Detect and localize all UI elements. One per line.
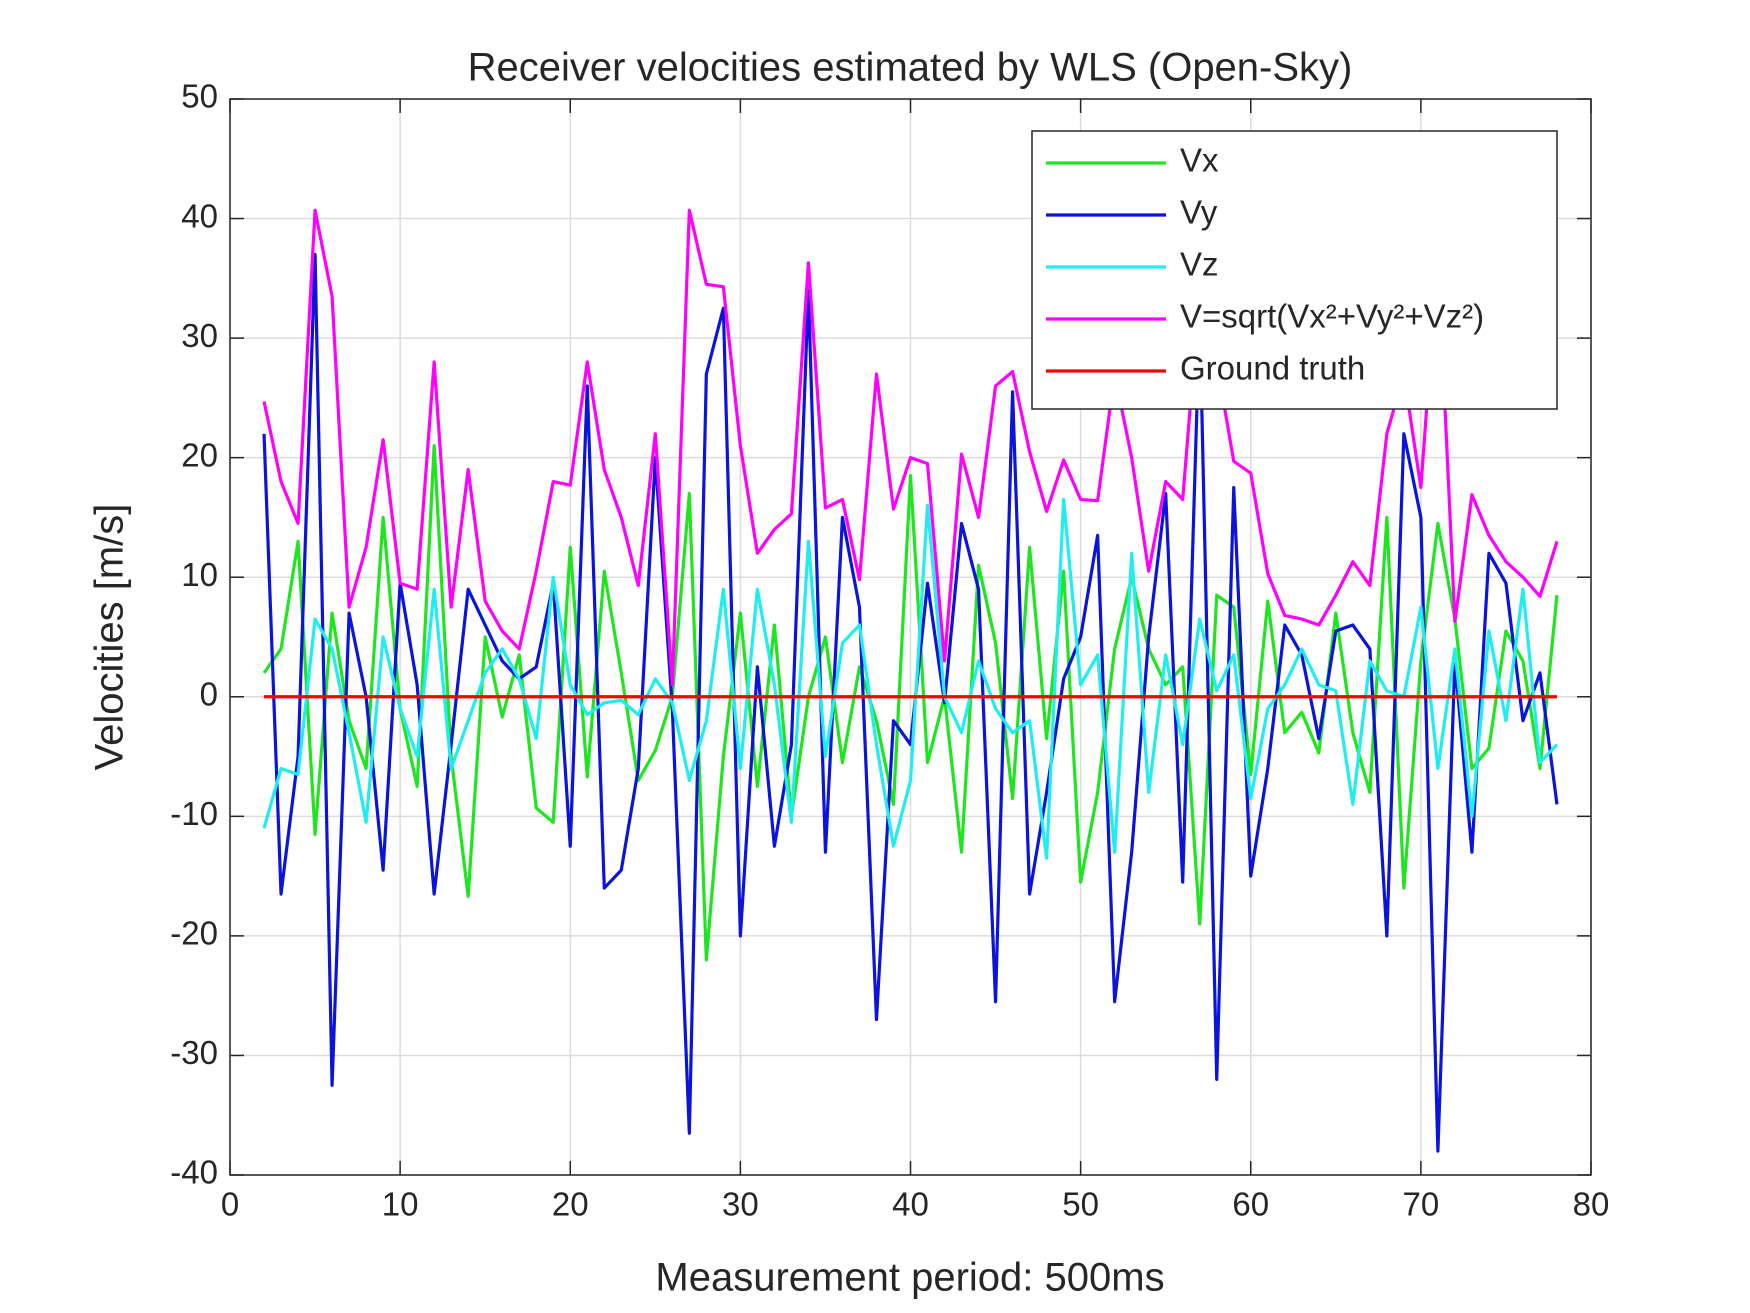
series-line (262, 252, 1559, 1153)
y-tick-label: 30 (181, 317, 218, 354)
series-line (262, 208, 1559, 687)
y-tick-label: -10 (170, 795, 218, 832)
legend-box (1031, 130, 1558, 410)
y-tick-label: 20 (181, 436, 218, 473)
chart-title: Receiver velocities estimated by WLS (Op… (468, 46, 1353, 90)
x-tick-label: 50 (1062, 1186, 1099, 1223)
y-tick-label: 50 (181, 78, 218, 115)
axes-box (229, 98, 1592, 1176)
x-tick-label: 10 (382, 1186, 419, 1223)
legend: Vx Vy Vz V=sqrt(Vx²+Vy²+Vz²) Ground truth (1031, 130, 1558, 410)
series-line (262, 444, 1559, 962)
legend-label: Ground truth (1180, 350, 1365, 387)
x-tick-label: 40 (892, 1186, 929, 1223)
y-tick-label: 10 (181, 556, 218, 593)
x-tick-label: 70 (1403, 1186, 1440, 1223)
y-tick-label: -40 (170, 1154, 218, 1191)
legend-label: V=sqrt(Vx²+Vy²+Vz²) (1180, 298, 1484, 335)
x-tick-label: 0 (221, 1186, 239, 1223)
series-line (262, 497, 1559, 860)
y-tick-label: 0 (200, 675, 218, 712)
y-tick-label: 40 (181, 197, 218, 234)
x-tick-label: 20 (552, 1186, 589, 1223)
y-tick-label: -20 (170, 915, 218, 952)
y-axis-label: Velocities [m/s] (88, 504, 132, 771)
legend-label: Vy (1180, 194, 1218, 231)
legend-label: Vx (1180, 142, 1219, 179)
y-tick-label: -30 (170, 1034, 218, 1071)
legend-label: Vz (1180, 246, 1219, 283)
x-axis-label: Measurement period: 500ms (655, 1256, 1164, 1300)
x-tick-label: 80 (1573, 1186, 1610, 1223)
x-tick-label: 30 (722, 1186, 759, 1223)
x-tick-label: 60 (1232, 1186, 1269, 1223)
